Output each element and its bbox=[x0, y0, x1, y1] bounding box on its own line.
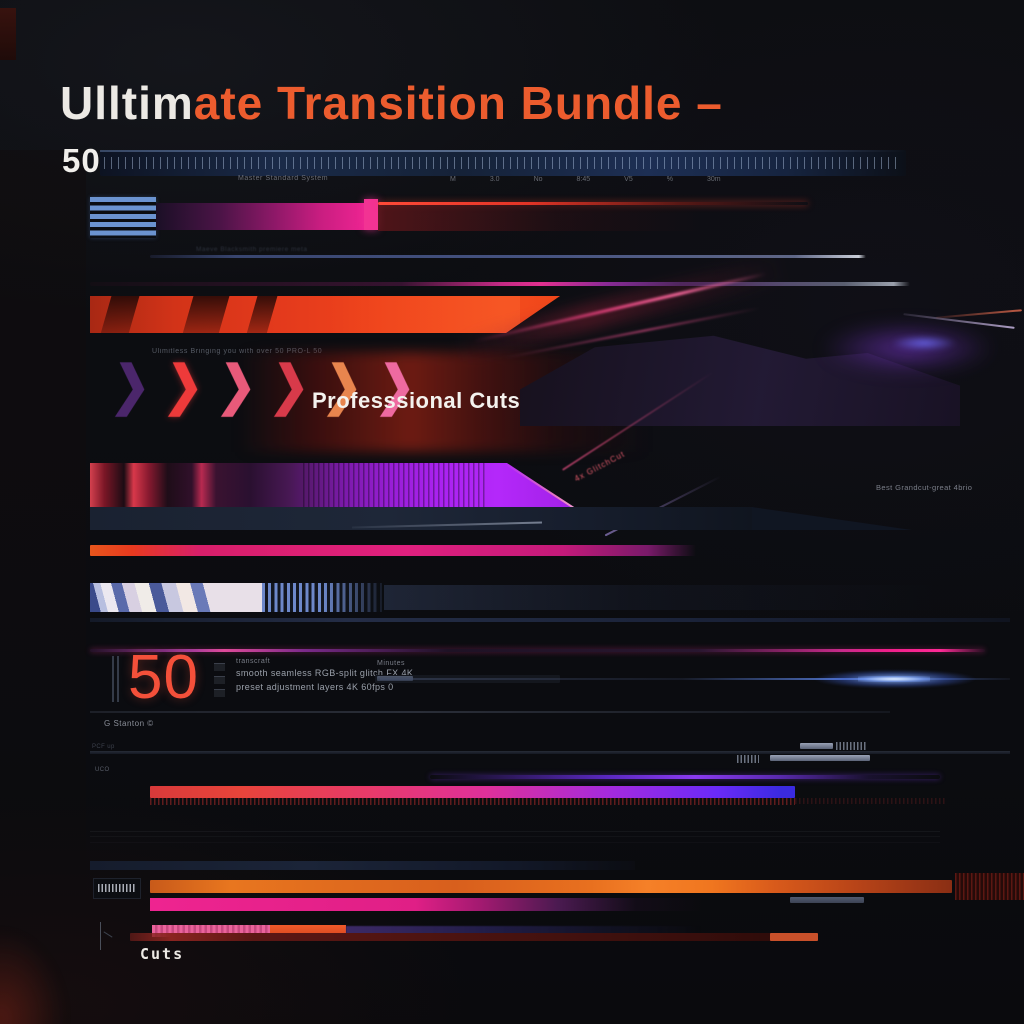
red-striped-block bbox=[955, 873, 1024, 900]
chevron-right-icon: ❯ bbox=[109, 355, 154, 415]
navy-band bbox=[90, 507, 752, 530]
timeline-token: V5 bbox=[624, 176, 633, 183]
left-shade bbox=[0, 150, 86, 890]
top-count: 50 bbox=[62, 142, 101, 179]
purple-glow-line bbox=[430, 775, 940, 779]
headline: Professsional Cuts bbox=[312, 388, 521, 413]
small-bar bbox=[770, 755, 870, 761]
barcode-marks bbox=[737, 755, 759, 763]
timeline-ruler-bar bbox=[100, 150, 906, 176]
feature-line: preset adjustment layers 4K 60fps 0 bbox=[236, 682, 394, 692]
navy-wedge bbox=[752, 507, 912, 530]
chevron-right-icon: ❯ bbox=[268, 355, 313, 415]
side-note: Best Grandcut-great 4brio bbox=[876, 483, 973, 492]
strip-extension bbox=[384, 585, 936, 610]
title-white-part: Ulltim bbox=[60, 77, 194, 129]
barcode-marks bbox=[836, 742, 866, 750]
divider-line-pink bbox=[90, 282, 910, 286]
small-blue-bar bbox=[790, 897, 864, 903]
divider-line-blue bbox=[150, 255, 866, 258]
glitch-scribble-note: 4x GlitchCut bbox=[573, 449, 627, 484]
page-title: Ulltimate Transition Bundle – bbox=[60, 76, 723, 130]
comb-fade bbox=[322, 583, 384, 612]
left-tick-mark bbox=[100, 922, 101, 950]
red-glow-line bbox=[378, 202, 808, 205]
timeline-token: No bbox=[533, 176, 543, 183]
tiny-note: PCF up bbox=[92, 744, 115, 750]
thin-magenta-bar bbox=[90, 545, 696, 556]
rule-line bbox=[90, 751, 1010, 754]
banner-glitch-wedge bbox=[99, 296, 141, 333]
magenta-gradient-bar bbox=[156, 203, 366, 230]
minutes-label: Minutes bbox=[377, 660, 406, 667]
timeline-ticks bbox=[104, 157, 896, 169]
hairline bbox=[90, 842, 940, 843]
credit-text: G Stanton © bbox=[104, 719, 154, 728]
navy-bar bbox=[90, 861, 635, 870]
bottom-left-glow bbox=[0, 930, 65, 1024]
list-bullet-icon bbox=[214, 676, 225, 684]
comb-teeth-fade bbox=[795, 798, 945, 804]
title-orange-part: ate Transition Bundle – bbox=[193, 77, 723, 129]
magenta-bar-2 bbox=[150, 898, 702, 911]
mid-count: 50 bbox=[128, 643, 199, 712]
orange-light-line bbox=[936, 309, 1022, 319]
purple-bar-comb-texture bbox=[303, 463, 488, 508]
banner-glitch-wedge bbox=[181, 296, 231, 333]
red-banner bbox=[90, 296, 560, 333]
hairline bbox=[90, 831, 940, 832]
purple-transition-bar bbox=[90, 463, 575, 508]
timeline-token: 3.0 bbox=[489, 176, 500, 183]
timeline-caption: Master Standard System bbox=[238, 175, 329, 182]
corner-accent-block bbox=[0, 8, 16, 60]
badge-code-marks bbox=[98, 884, 136, 892]
blue-glow bbox=[893, 336, 955, 350]
hairline bbox=[90, 836, 940, 837]
feature-label: transcraft bbox=[236, 658, 271, 665]
timeline-token: M bbox=[450, 176, 456, 183]
tiny-note: UCO bbox=[95, 767, 110, 773]
orange-gradient-bar bbox=[150, 880, 952, 893]
chevron-right-icon: ❯ bbox=[215, 355, 260, 415]
red-fade-block bbox=[378, 205, 700, 231]
blue-purple-band bbox=[346, 926, 702, 936]
banner-shine bbox=[330, 296, 520, 333]
pink-cap bbox=[364, 199, 378, 230]
vertical-marks bbox=[112, 656, 122, 702]
left-tick-mark bbox=[103, 931, 113, 938]
blue-striped-thumbnail bbox=[90, 197, 156, 238]
bottom-red-bar bbox=[130, 933, 818, 941]
banner-glitch-wedge bbox=[245, 296, 279, 333]
rainbow-gradient-bar bbox=[150, 786, 795, 798]
lens-flare-core bbox=[858, 676, 930, 682]
long-thin-line bbox=[380, 678, 1010, 680]
timeline-highlight bbox=[100, 150, 906, 152]
navy-divider-line bbox=[90, 618, 1010, 622]
list-bullet-icon bbox=[214, 663, 225, 671]
feature-line: smooth seamless RGB-split glitch FX 4K bbox=[236, 668, 414, 678]
faint-divider bbox=[90, 711, 890, 713]
banner-subtext: Ulimitless Bringing you with over 50 PRO… bbox=[152, 348, 322, 355]
bright-red-segment bbox=[770, 933, 818, 941]
small-bar bbox=[800, 743, 833, 749]
chevron-right-icon: ❯ bbox=[162, 355, 207, 415]
timeline-token: 8:45 bbox=[576, 176, 591, 183]
timeline-token-row: M 3.0 No 8:45 V5 % 30m bbox=[450, 176, 721, 183]
photo-strip bbox=[90, 583, 262, 612]
list-bullet-icon bbox=[214, 689, 225, 697]
timeline-token: % bbox=[666, 176, 673, 183]
comb-teeth bbox=[150, 798, 795, 805]
cuts-label: Cuts bbox=[140, 945, 185, 963]
pink-glow-line bbox=[90, 649, 985, 652]
barcode-badge bbox=[93, 878, 141, 899]
timeline-token: 30m bbox=[706, 176, 721, 183]
micro-text-line: Maeve Blacksmith premiere meta bbox=[196, 246, 308, 253]
